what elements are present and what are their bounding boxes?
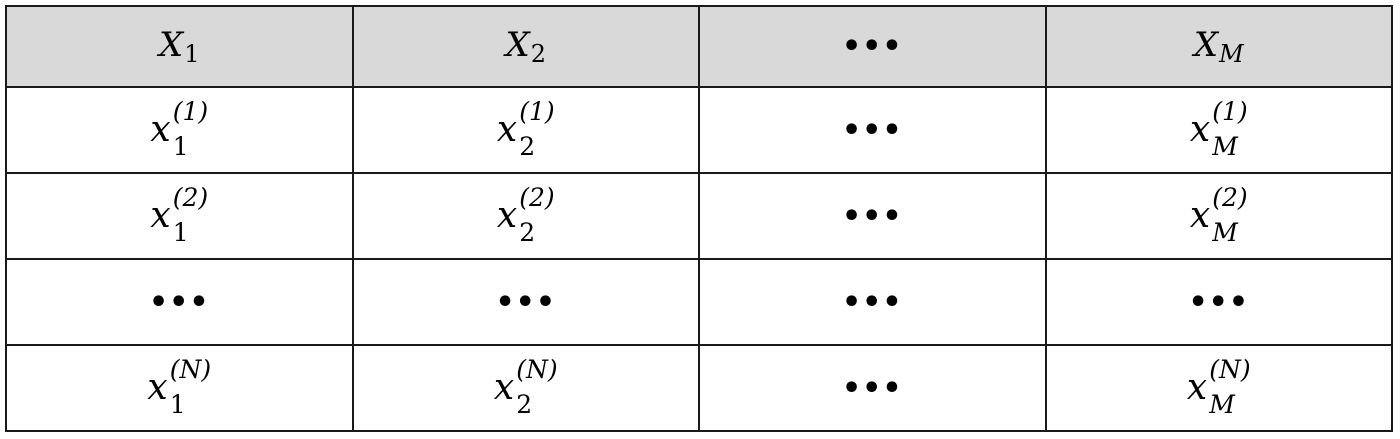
entry-symbol: x (1189, 109, 1211, 150)
table-cell: ••• (698, 86, 1047, 174)
header-cell-xm: XM (1044, 5, 1393, 88)
entry-subscript: 1 (169, 390, 186, 419)
table-cell: x (2) 2 (351, 172, 700, 260)
entry-superscript: (1) (1212, 97, 1248, 126)
entry-superscript: (2) (172, 183, 209, 212)
table-cell: ••• (698, 344, 1047, 432)
entry-x2-2: x (2) 2 (496, 185, 555, 245)
table-cell: ••• (698, 258, 1047, 346)
entry-subscript: M (1209, 390, 1235, 419)
variable-subscript: 2 (530, 39, 546, 68)
entry-symbol: x (147, 367, 168, 408)
entry-superscript: (1) (519, 97, 555, 126)
table-cell: ••• (351, 258, 700, 346)
header-cell-ellipsis: ••• (698, 5, 1047, 88)
entry-superscript: (N) (1209, 355, 1251, 384)
entry-symbol: x (150, 109, 171, 150)
ellipsis: ••• (495, 284, 557, 320)
variable-subscript: 1 (184, 39, 200, 68)
header-cell-x2: X2 (351, 5, 700, 88)
entry-superscript: (1) (172, 97, 209, 126)
entry-x1-2: x (2) 1 (150, 185, 208, 245)
entry-subscript: 2 (516, 390, 533, 419)
table-body: x (1) 1 x (1) 2 ••• x (1) M x (2) 1 x (2) 2 ••• (5, 86, 1393, 432)
entry-superscript: (2) (1212, 183, 1248, 212)
table-header: X1 X2 ••• XM (5, 5, 1393, 88)
ellipsis: ••• (841, 198, 903, 234)
ellipsis: ••• (841, 29, 903, 64)
entry-x1-1: x (1) 1 (150, 99, 208, 159)
entry-subscript: 2 (519, 218, 536, 247)
table-cell: x (1) 2 (351, 86, 700, 174)
entry-symbol: x (496, 195, 518, 236)
variable-symbol: X (1193, 24, 1219, 65)
entry-superscript: (N) (516, 355, 558, 384)
table-cell: x (1) M (1044, 86, 1393, 174)
table-cell: x (2) M (1044, 172, 1393, 260)
table-cell: x (1) 1 (5, 86, 354, 174)
entry-xm-n: x (N) M (1186, 357, 1251, 417)
table-cell: x (N) 1 (5, 344, 354, 432)
entry-subscript: M (1212, 218, 1238, 247)
entry-superscript: (N) (169, 355, 212, 384)
ellipsis: ••• (148, 284, 210, 320)
entry-subscript: 1 (172, 218, 189, 247)
entry-symbol: x (493, 367, 515, 408)
entry-x2-n: x (N) 2 (493, 357, 558, 417)
entry-xm-1: x (1) M (1189, 99, 1248, 159)
variable-subscript: M (1219, 39, 1244, 68)
table-row: x (1) 1 x (1) 2 ••• x (1) M (5, 86, 1393, 174)
header-cell-x1: X1 (5, 5, 354, 88)
table-cell: ••• (1044, 258, 1393, 346)
entry-symbol: x (150, 195, 171, 236)
entry-subscript: 2 (519, 132, 536, 161)
variable-symbol: X (505, 24, 530, 65)
ellipsis: ••• (1188, 284, 1250, 320)
variable-symbol: X (159, 24, 184, 65)
ellipsis: ••• (841, 370, 903, 406)
entry-xm-2: x (2) M (1189, 185, 1248, 245)
variable-xm: XM (1194, 28, 1244, 66)
table-row: ••• ••• ••• ••• (5, 258, 1393, 346)
entry-symbol: x (1186, 367, 1208, 408)
entry-x1-n: x (N) 1 (147, 357, 211, 417)
entry-superscript: (2) (519, 183, 555, 212)
ellipsis: ••• (841, 112, 903, 148)
table-cell: x (2) 1 (5, 172, 354, 260)
table-cell: x (N) M (1044, 344, 1393, 432)
entry-x2-1: x (1) 2 (496, 99, 555, 159)
table-row: x (2) 1 x (2) 2 ••• x (2) M (5, 172, 1393, 260)
variable-x1: X1 (159, 28, 200, 66)
table-cell: ••• (5, 258, 354, 346)
entry-symbol: x (496, 109, 518, 150)
variable-x2: X2 (506, 28, 547, 66)
header-row: X1 X2 ••• XM (5, 5, 1393, 88)
table-row: x (N) 1 x (N) 2 ••• x (N) M (5, 344, 1393, 432)
ellipsis: ••• (841, 284, 903, 320)
entry-subscript: 1 (172, 132, 189, 161)
entry-subscript: M (1212, 132, 1238, 161)
entry-symbol: x (1189, 195, 1211, 236)
table-cell: ••• (698, 172, 1047, 260)
data-matrix-table: X1 X2 ••• XM x (1) 1 x (1) 2 ••• (5, 5, 1393, 432)
table-cell: x (N) 2 (351, 344, 700, 432)
